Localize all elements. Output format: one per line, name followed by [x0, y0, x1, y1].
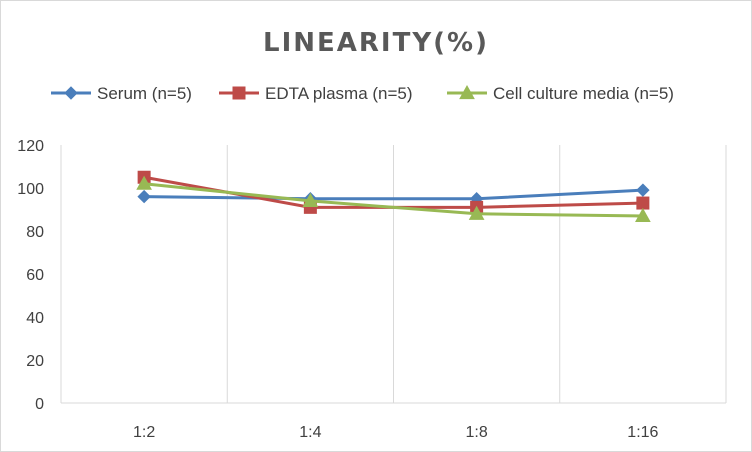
legend: Serum (n=5) EDTA plasma (n=5) Cell culture… — [51, 84, 674, 103]
data-point — [635, 207, 651, 223]
y-tick-label: 40 — [26, 310, 44, 327]
legend-label: EDTA plasma (n=5) — [265, 84, 413, 103]
x-tick-label: 1:2 — [133, 424, 155, 441]
y-tick-label: 0 — [35, 396, 44, 413]
y-tick-label: 60 — [26, 267, 44, 284]
x-tick-label: 1:4 — [299, 424, 321, 441]
legend-label: Cell culture media (n=5) — [493, 84, 674, 103]
legend-item: EDTA plasma (n=5) — [219, 84, 413, 103]
legend-marker — [64, 86, 78, 100]
chart-title: LINEARITY(%) — [263, 28, 489, 58]
y-tick-label: 80 — [26, 224, 44, 241]
y-tick-label: 120 — [17, 138, 44, 155]
data-point — [137, 189, 151, 204]
y-tick-label: 20 — [26, 353, 44, 370]
series-layer — [136, 170, 651, 223]
data-point — [302, 192, 319, 207]
x-tick-label: 1:16 — [627, 424, 658, 441]
data-point — [636, 196, 650, 210]
series-2 — [136, 175, 651, 223]
legend-label: Serum (n=5) — [97, 84, 192, 103]
data-point — [136, 175, 152, 190]
legend-marker — [232, 86, 246, 100]
series-line — [142, 188, 645, 201]
series-line — [142, 182, 645, 218]
y-axis: 0 20 40 60 80 100 120 — [17, 138, 44, 413]
data-point — [636, 183, 650, 197]
legend-item: Cell culture media (n=5) — [447, 84, 674, 103]
data-point — [468, 205, 485, 220]
y-tick-label: 100 — [17, 181, 44, 198]
x-axis: 1:2 1:4 1:8 1:16 — [133, 424, 659, 441]
legend-item: Serum (n=5) — [51, 84, 192, 103]
grid — [60, 145, 727, 404]
series-0 — [137, 183, 650, 206]
legend-marker — [459, 84, 475, 100]
x-tick-label: 1:8 — [466, 424, 488, 441]
